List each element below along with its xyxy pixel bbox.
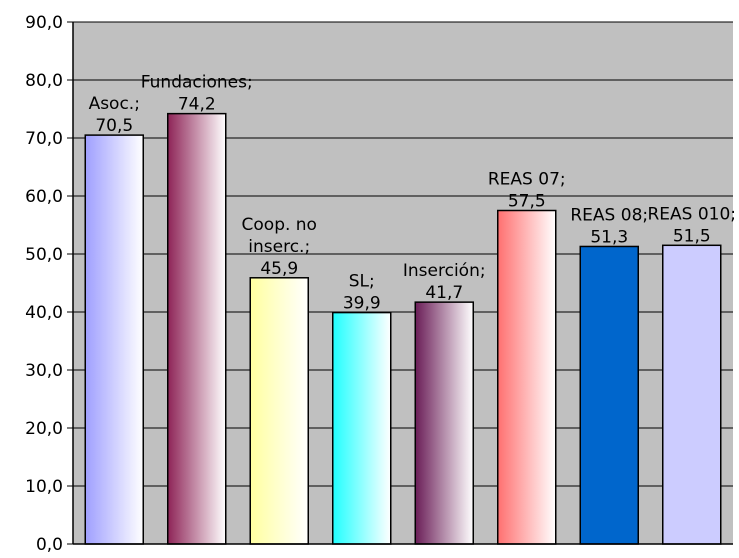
y-tick-label: 60,0 (25, 187, 63, 207)
bar-4 (414, 301, 474, 545)
data-label-text: 74,2 (178, 95, 216, 115)
bars (84, 112, 722, 545)
data-label-text: 41,7 (425, 283, 463, 303)
y-tick-label: 50,0 (25, 245, 63, 265)
y-tick-label: 20,0 (25, 419, 63, 439)
data-label-text: REAS 08; (570, 205, 648, 225)
data-label-text: 39,9 (343, 294, 381, 314)
data-label-4: Inserción;41,7 (403, 261, 486, 303)
bar-7 (662, 244, 722, 545)
data-label-text: 51,5 (673, 226, 711, 246)
data-label-7: REAS 010;51,5 (647, 204, 736, 246)
y-tick-label: 10,0 (25, 477, 63, 497)
bar-5 (497, 209, 557, 545)
y-tick-label: 40,0 (25, 303, 63, 323)
data-label-text: inserc.; (248, 237, 310, 257)
data-label-text: 70,5 (95, 116, 133, 136)
y-tick-label: 80,0 (25, 71, 63, 91)
data-label-text: Fundaciones; (141, 73, 253, 93)
y-tick-label: 90,0 (25, 13, 63, 33)
data-label-text: SL; (349, 272, 375, 292)
data-label-6: REAS 08;51,3 (570, 205, 648, 247)
data-label-text: 57,5 (508, 192, 546, 212)
bar-0 (84, 134, 144, 545)
y-tick-label: 70,0 (25, 129, 63, 149)
y-tick-label: 0,0 (36, 535, 63, 554)
data-label-3: SL;39,9 (343, 272, 381, 314)
bar-2 (249, 277, 309, 545)
data-label-text: 51,3 (590, 227, 628, 247)
y-tick-label: 30,0 (25, 361, 63, 381)
data-label-1: Fundaciones;74,2 (141, 73, 253, 115)
data-label-text: Coop. no (242, 215, 317, 235)
bar-1 (167, 112, 227, 545)
data-label-5: REAS 07;57,5 (488, 170, 566, 212)
data-label-text: Asoc.; (89, 94, 140, 114)
data-label-0: Asoc.;70,5 (89, 94, 140, 136)
y-axis: 0,0 10,0 20,0 30,0 40,0 50,0 60,0 70,0 80,0 90,0 (25, 13, 733, 555)
data-label-text: Inserción; (403, 261, 486, 281)
data-label-text: REAS 07; (488, 170, 566, 190)
data-label-text: 45,9 (260, 259, 298, 279)
data-label-text: REAS 010; (647, 204, 736, 224)
bar-6 (579, 245, 639, 545)
bar-3 (332, 311, 392, 545)
